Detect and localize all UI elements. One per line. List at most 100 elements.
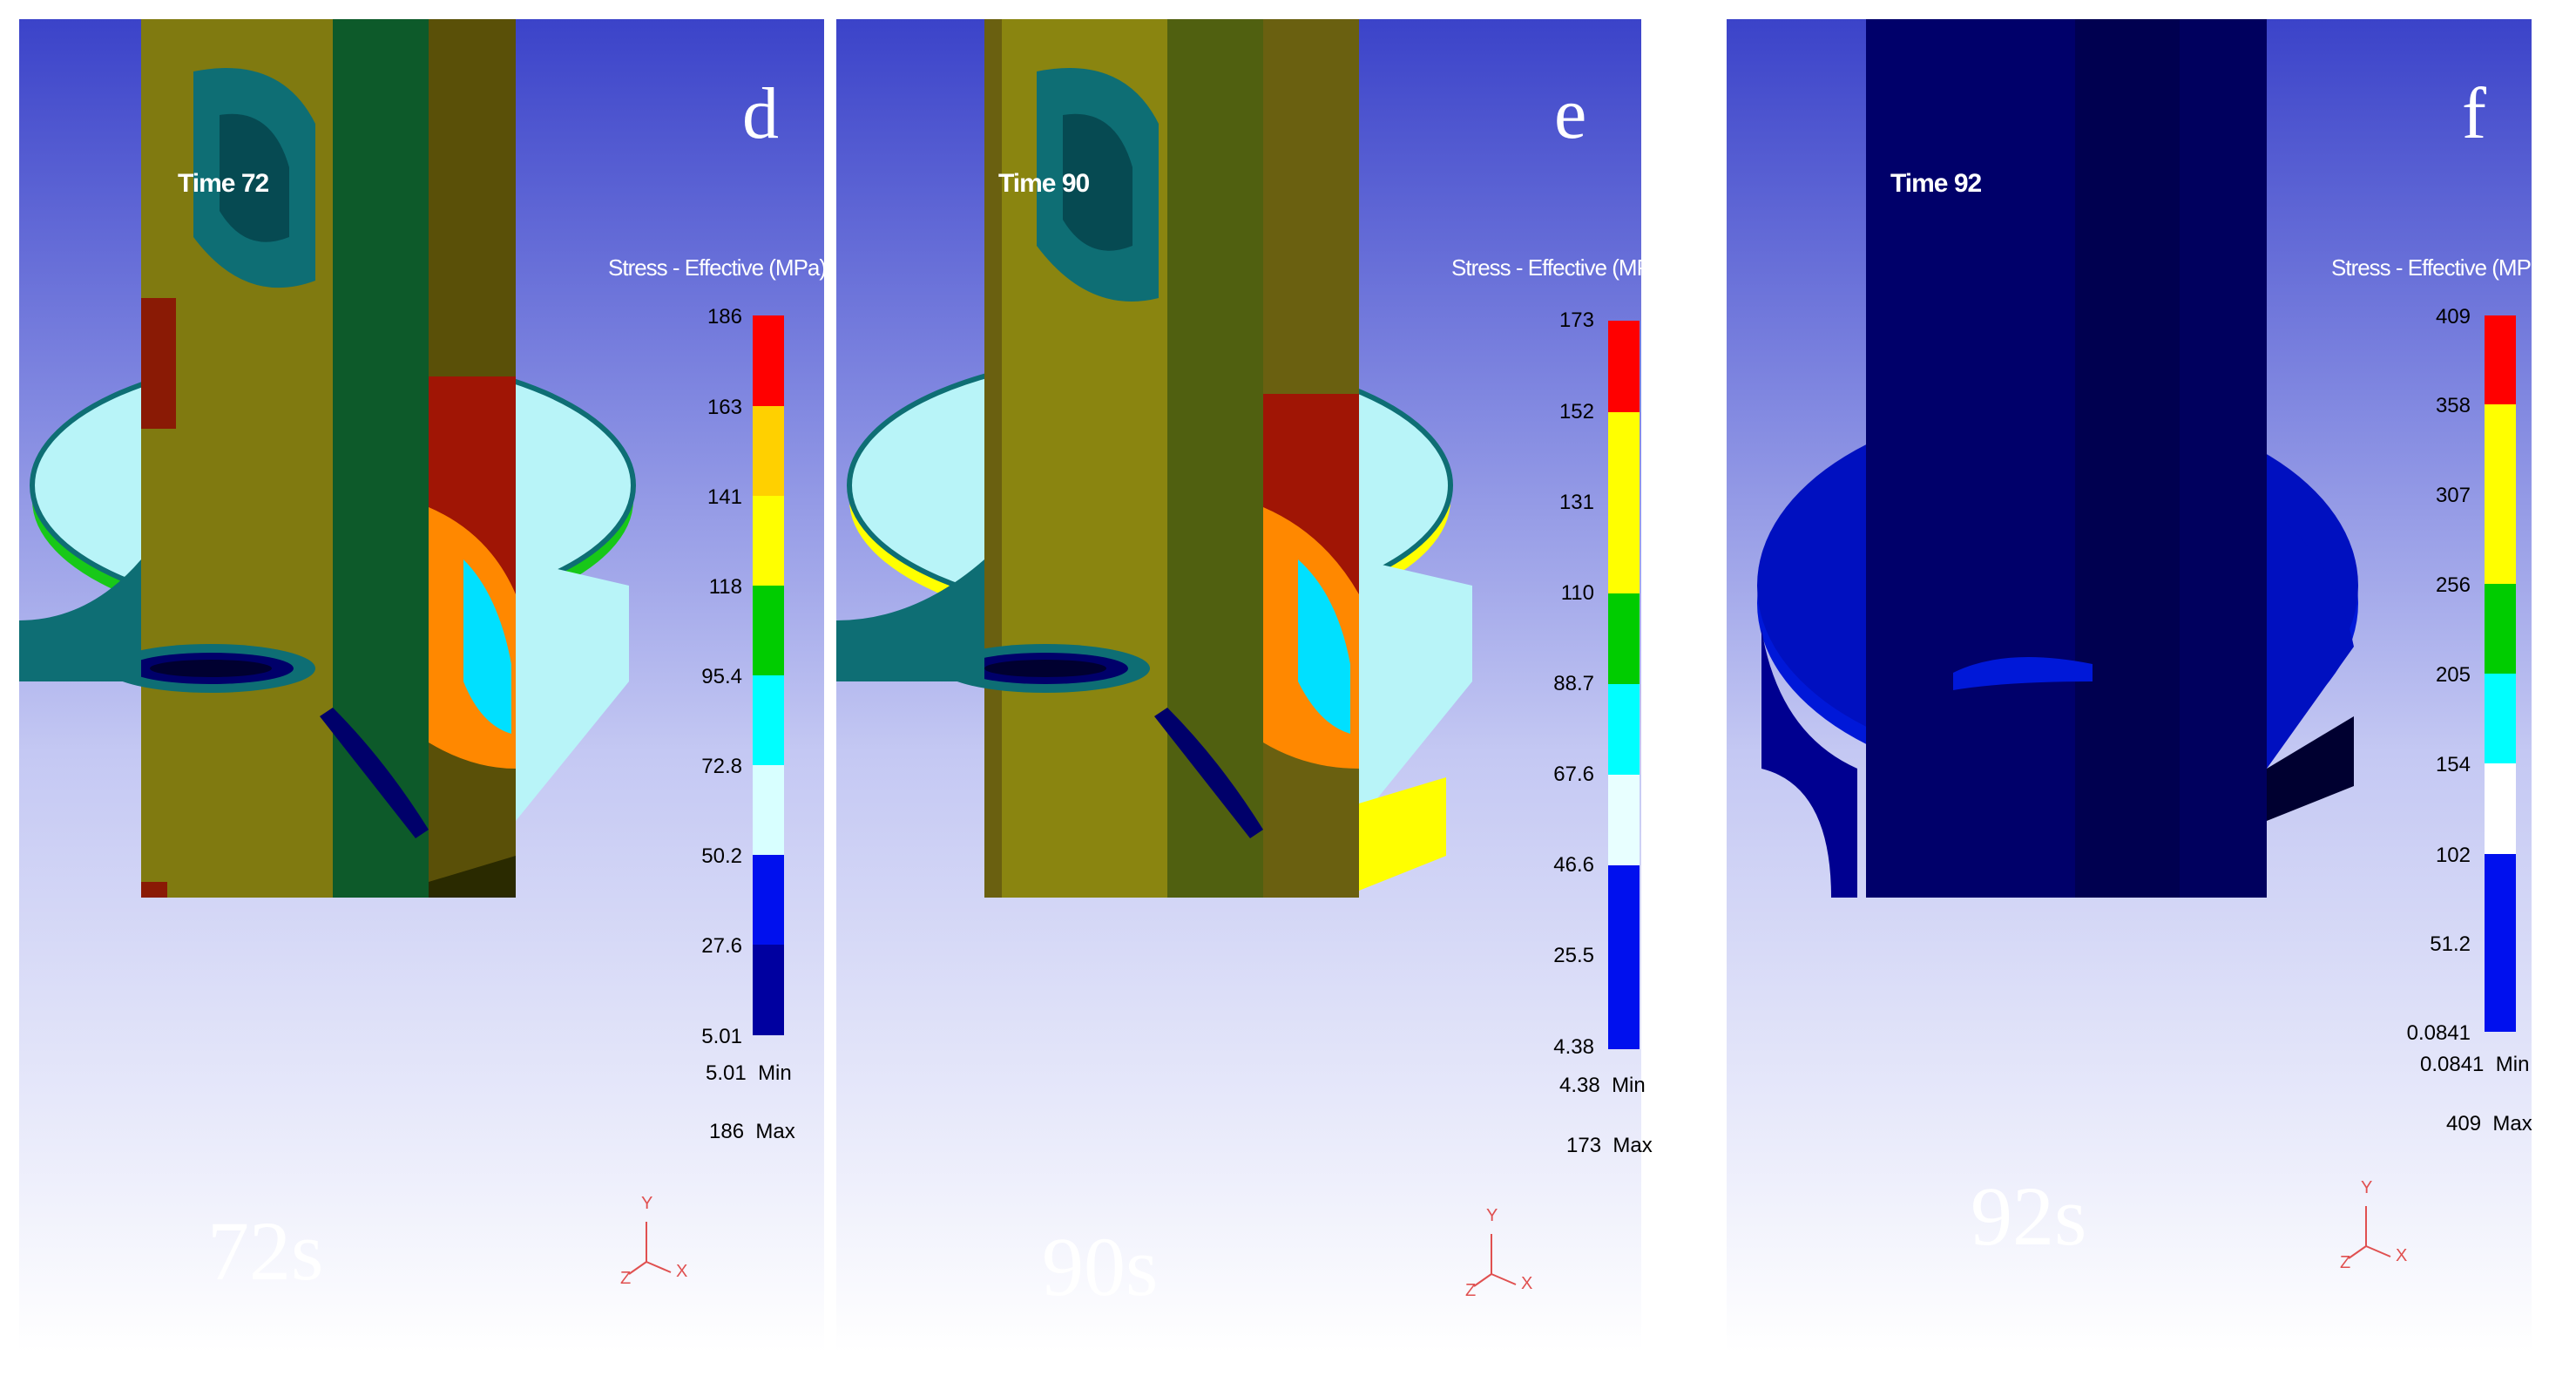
legend-tick: 131 xyxy=(1558,491,1594,514)
axis-y-label: Y xyxy=(2361,1178,2373,1197)
max-label: Max xyxy=(2492,1112,2532,1135)
legend-tick: 0.0841 xyxy=(2406,1021,2471,1045)
legend-tick: 152 xyxy=(1558,400,1594,424)
legend-segment xyxy=(2485,674,2516,763)
legend-segment xyxy=(2485,584,2516,674)
legend-tick: 307 xyxy=(2435,484,2471,507)
legend-tick: 88.7 xyxy=(1553,672,1594,695)
legend-max: 173 Max xyxy=(1566,1134,1653,1158)
legend-title: Stress - Effective (MPa) xyxy=(608,254,824,281)
legend-tick: 4.38 xyxy=(1553,1035,1594,1059)
legend-tick: 67.6 xyxy=(1553,763,1594,786)
stress-model-e xyxy=(836,19,1472,898)
axis-y-label: Y xyxy=(1486,1206,1498,1225)
panel-f: f Time 92 Stress - Effective (MPa) xyxy=(1727,19,2532,1352)
axis-x-label: X xyxy=(676,1262,688,1281)
panel-d: d Time 72 Stress - Effective (MPa) xyxy=(19,19,824,1352)
min-label: Min xyxy=(1612,1074,1646,1097)
legend-tick: 46.6 xyxy=(1553,853,1594,877)
legend-min: 4.38 Min xyxy=(1559,1074,1646,1098)
axis-y-label: Y xyxy=(641,1194,653,1213)
legend-tick: 205 xyxy=(2435,663,2471,687)
axis-triad-icon xyxy=(2348,1206,2391,1259)
legend-tick: 154 xyxy=(2435,753,2471,776)
legend-tick: 358 xyxy=(2435,394,2471,417)
legend-title: Stress - Effective (MPa) xyxy=(1451,254,1641,281)
color-legend-bar xyxy=(753,315,784,1035)
legend-segment xyxy=(1608,865,1640,1049)
legend-min: 5.01 Min xyxy=(706,1061,792,1086)
legend-segment xyxy=(2485,854,2516,1032)
color-legend-bar xyxy=(1608,321,1640,1049)
axis-triad-icon xyxy=(1473,1234,1517,1287)
legend-segment xyxy=(753,586,784,675)
axis-triad: Y X Z xyxy=(1465,1199,1535,1300)
legend-segment xyxy=(2485,315,2516,404)
legend-segment xyxy=(1608,412,1640,503)
legend-segment xyxy=(753,855,784,945)
min-value: 4.38 xyxy=(1559,1074,1600,1097)
legend-tick: 163 xyxy=(707,396,742,419)
time-caption: 92s xyxy=(1971,1169,2087,1263)
legend-segment xyxy=(2485,404,2516,494)
legend-segment xyxy=(753,406,784,496)
legend-tick: 50.2 xyxy=(701,844,742,868)
legend-tick: 102 xyxy=(2435,844,2471,867)
max-label: Max xyxy=(1613,1134,1653,1157)
legend-segment xyxy=(2485,494,2516,584)
legend-tick: 256 xyxy=(2435,573,2471,597)
legend-tick: 27.6 xyxy=(701,934,742,958)
legend-segment xyxy=(753,765,784,855)
legend-tick: 409 xyxy=(2435,305,2471,329)
legend-segment xyxy=(1608,503,1640,593)
panel-e: e Time 90 Stress - Effective (MPa) xyxy=(836,19,1641,1352)
axis-triad: Y X Z xyxy=(2340,1171,2410,1272)
min-value: 5.01 xyxy=(706,1061,747,1085)
legend-segment xyxy=(753,675,784,765)
legend-tick: 173 xyxy=(1558,308,1594,332)
legend-tick: 72.8 xyxy=(701,755,742,778)
axis-triad: Y X Z xyxy=(620,1187,690,1288)
time-label: Time 92 xyxy=(1890,169,1982,198)
min-label: Min xyxy=(2495,1053,2530,1076)
legend-segment xyxy=(753,496,784,586)
legend-segment xyxy=(1608,321,1640,412)
time-caption: 72s xyxy=(207,1204,324,1298)
legend-min: 0.0841 Min xyxy=(2420,1053,2529,1077)
max-value: 409 xyxy=(2446,1112,2482,1135)
min-label: Min xyxy=(758,1061,792,1085)
time-caption: 90s xyxy=(1042,1220,1159,1313)
max-value: 173 xyxy=(1566,1134,1602,1157)
time-label: Time 90 xyxy=(998,169,1090,198)
axis-x-label: X xyxy=(1521,1274,1533,1293)
legend-tick: 95.4 xyxy=(701,665,742,688)
legend-segment xyxy=(1608,775,1640,865)
stress-model-f xyxy=(1757,19,2358,898)
legend-tick: 110 xyxy=(1560,581,1594,605)
legend-tick: 118 xyxy=(708,575,742,599)
min-value: 0.0841 xyxy=(2420,1053,2485,1076)
axis-z-label: Z xyxy=(620,1269,632,1288)
axis-x-label: X xyxy=(2396,1246,2408,1265)
max-value: 186 xyxy=(709,1120,745,1143)
legend-tick: 51.2 xyxy=(2430,932,2471,956)
legend-segment xyxy=(1608,684,1640,775)
legend-max: 409 Max xyxy=(2446,1112,2532,1136)
axis-z-label: Z xyxy=(1465,1281,1477,1300)
legend-segment xyxy=(753,945,784,1035)
panel-letter: f xyxy=(2462,73,2486,154)
legend-title: Stress - Effective (MPa) xyxy=(2331,254,2532,281)
legend-tick: 5.01 xyxy=(701,1025,742,1048)
legend-segment xyxy=(753,315,784,406)
axis-triad-icon xyxy=(628,1222,672,1275)
legend-segment xyxy=(2485,763,2516,854)
stress-model-d xyxy=(19,19,636,898)
time-label: Time 72 xyxy=(178,169,269,198)
legend-tick: 141 xyxy=(707,485,742,509)
legend-segment xyxy=(1608,593,1640,684)
legend-tick: 186 xyxy=(707,305,742,329)
legend-tick: 25.5 xyxy=(1553,944,1594,967)
axis-z-label: Z xyxy=(2340,1253,2351,1272)
legend-max: 186 Max xyxy=(709,1120,795,1144)
panel-letter: e xyxy=(1554,73,1587,154)
